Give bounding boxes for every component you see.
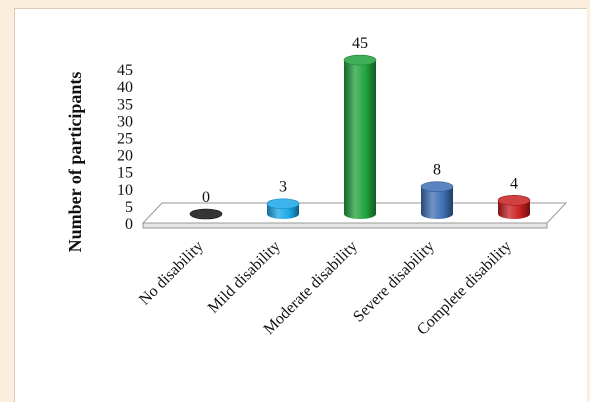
bars: [189, 54, 531, 220]
bar-top: [420, 181, 454, 192]
y-tick-label: 5: [125, 199, 133, 216]
y-tick-label: 15: [117, 165, 133, 182]
data-label: 8: [433, 162, 441, 179]
y-tick-label: 30: [117, 113, 133, 130]
bar-top: [266, 198, 300, 210]
y-tick-label: 0: [125, 216, 133, 233]
bar: [497, 195, 531, 219]
data-label: 4: [510, 175, 518, 192]
bar-body: [421, 186, 453, 219]
data-label: 0: [202, 189, 210, 206]
y-tick-label: 45: [117, 62, 133, 79]
bar-top: [189, 208, 223, 220]
data-label: 45: [352, 35, 368, 52]
bar: [343, 54, 377, 219]
bar-top: [497, 195, 531, 206]
chart-panel: 0 5 10 15 20 25 30 35 40 45 0 3 45 8 4 No disability M…: [14, 8, 587, 402]
bar: [420, 181, 454, 219]
floor-edge: [142, 222, 548, 229]
y-tick-label: 20: [117, 148, 133, 165]
y-axis-title: Number of participants: [65, 72, 85, 253]
x-tick-label: Mild disability: [205, 238, 284, 317]
y-tick-label: 10: [117, 182, 133, 199]
x-tick-label: No disability: [136, 238, 207, 309]
bar-body: [344, 60, 376, 219]
bar: [266, 198, 300, 219]
bar-top: [343, 54, 377, 66]
y-tick-label: 35: [117, 96, 133, 113]
y-tick-label: 25: [117, 131, 133, 148]
bar: [189, 208, 223, 220]
bar-body: [498, 200, 530, 219]
x-tick-label: Severe disability: [350, 238, 438, 326]
y-tick-label: 40: [117, 79, 133, 96]
data-label: 3: [279, 179, 287, 196]
data-labels: 0 3 45 8 4: [202, 35, 518, 206]
